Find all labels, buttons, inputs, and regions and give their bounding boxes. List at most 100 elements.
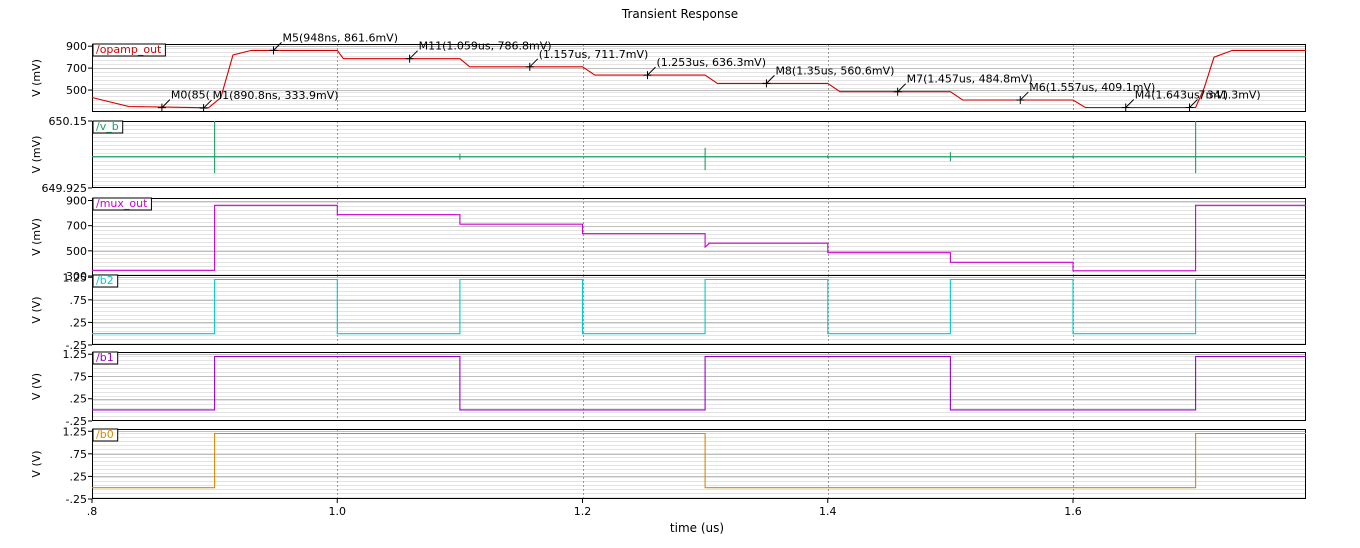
marker-leader: [1125, 99, 1135, 108]
y-tick-label: .25: [70, 316, 88, 329]
panel-b2: 1.25 .75 .25 -.25 V (V) /b2: [30, 271, 1306, 352]
signal-name-opamp-out: /opamp_out: [96, 43, 162, 56]
marker-label: M1(890.8ns, 333.9mV): [213, 89, 339, 102]
marker: M11(1.059us, 786.8mV): [405, 40, 552, 63]
marker: M8(1.35us, 560.6mV): [762, 64, 894, 88]
major-grid-b2: [92, 277, 1306, 323]
panel-mux-out: 900 700 500 300 V (mV) /mux_out: [30, 195, 1306, 283]
marker-leader: [1189, 99, 1198, 108]
marker-label: M6(1.557us, 409.1mV): [1029, 81, 1155, 94]
signal-name-mux-out: /mux_out: [96, 197, 148, 210]
y-tick-label: .25: [70, 393, 88, 406]
major-grid-opamp-out: [92, 46, 1306, 91]
plot-area-v-b: [92, 121, 1306, 188]
y-axis-label-b0: V (V): [30, 450, 43, 477]
y-tick-label: .75: [70, 370, 88, 383]
marker-label: M4(1.643us, 341.3mV): [1135, 89, 1261, 102]
marker-leader: [161, 99, 171, 108]
x-tick-label: 1.2: [574, 505, 592, 518]
marker: M4(1.643us, 341.3mV): [1121, 89, 1261, 112]
signal-tab-box: [92, 351, 119, 365]
major-grid-mux-out: [92, 201, 1306, 252]
x-tick-label: 1.4: [819, 505, 837, 518]
y-tick-label: .75: [70, 294, 88, 307]
y-tick-label: -.25: [66, 493, 87, 506]
y-tick-label: -.25: [66, 339, 87, 352]
minor-grid-mux-out: [92, 202, 1306, 275]
minor-grid-b2: [92, 279, 1306, 344]
panels: 900 700 500 V (mV) M0(85(M1(890.8ns, 333.9mV…: [30, 31, 1306, 506]
marker-leader: [203, 99, 212, 109]
marker: M7(1.457us, 484.8mV): [893, 73, 1033, 96]
signal-tab-box: [92, 120, 124, 134]
signal-name-b2: /b2: [96, 274, 114, 287]
marker: (1.157us, 711.7mV): [525, 48, 649, 71]
panel-frame-v-b: [92, 121, 1306, 188]
signal-tab-b2: /b2: [92, 274, 119, 288]
signal-name-b0: /b0: [96, 428, 114, 441]
y-tick-label: 1.25: [63, 425, 88, 438]
y-axis-label-mux-out: V (mV): [30, 218, 43, 256]
minor-grid-v-b: [92, 125, 1306, 186]
marker: M6(1.557us, 409.1mV): [1016, 81, 1155, 105]
series-line-b0: [92, 432, 1306, 489]
plot-area-b0: [92, 429, 1306, 499]
signal-name-v-b: /v_b: [96, 120, 119, 133]
y-tick-label: .75: [70, 448, 88, 461]
marker-leader: [1019, 91, 1029, 101]
marker-leader: [647, 66, 656, 76]
x-tick-label: .8: [87, 505, 98, 518]
marker-label: M7(1.457us, 484.8mV): [907, 73, 1033, 86]
x-tick-label: 1.0: [329, 505, 347, 518]
marker-leader: [409, 50, 418, 60]
signal-tab-b1: /b1: [92, 351, 119, 365]
plot-area-b2: [92, 275, 1306, 345]
marker-label: M11(1.059us, 786.8mV): [419, 40, 552, 53]
marker-leader: [529, 58, 539, 68]
y-tick-label: 700: [66, 220, 87, 233]
marker-label: M8(1.35us, 560.6mV): [775, 64, 894, 77]
vertical-grid-v-b: [337, 121, 1074, 188]
y-tick-label: 700: [66, 62, 87, 75]
y-tick-label: 649.925: [42, 182, 88, 195]
panel-frame-b1: [92, 352, 1306, 421]
panel-frame-b2: [92, 275, 1306, 345]
y-tick-label: 300: [66, 270, 87, 283]
y-axis-label-b1: V (V): [30, 373, 43, 400]
signal-tab-mux-out: /mux_out: [92, 197, 152, 211]
signal-tab-opamp-out: /opamp_out: [92, 43, 166, 57]
marker-label: (1.157us, 711.7mV): [539, 48, 649, 61]
y-axis-label-b2: V (V): [30, 296, 43, 323]
y-tick-label: .25: [70, 470, 88, 483]
y-axis-label-v-b: V (mV): [30, 136, 43, 174]
y-tick-label: 1.25: [63, 348, 88, 361]
marker: 7mV): [1185, 89, 1228, 112]
major-grid-b0: [92, 431, 1306, 477]
marker-leader: [273, 42, 282, 51]
y-axis-label-opamp-out: V (mV): [30, 59, 43, 97]
marker-label: (1.253us, 636.3mV): [656, 56, 766, 69]
marker-label: M5(948ns, 861.6mV): [282, 31, 398, 44]
x-tick-label: 1.6: [1064, 505, 1082, 518]
panel-b0: 1.25 .75 .25 -.25 V (V) /b0: [30, 425, 1306, 506]
marker: M5(948ns, 861.6mV): [269, 31, 398, 55]
minor-grid-opamp-out: [92, 48, 1306, 109]
signal-tab-box: [92, 197, 152, 211]
series-line-b1: [92, 355, 1306, 411]
marker-leader: [766, 75, 775, 84]
signal-name-b1: /b1: [96, 351, 114, 364]
marker: (1.253us, 636.3mV): [643, 56, 766, 80]
y-tick-label: 900: [66, 195, 87, 208]
plot-area-b1: [92, 352, 1306, 421]
panel-frame-b0: [92, 429, 1306, 499]
signal-tab-box: [92, 428, 119, 442]
signal-tab-v-b: /v_b: [92, 120, 124, 134]
y-tick-label: -.25: [66, 415, 87, 428]
marker-label: M0(85(: [171, 89, 210, 102]
x-axis-label: time (us): [670, 521, 724, 535]
panel-b1: 1.25 .75 .25 -.25 V (V) /b1: [30, 348, 1306, 428]
signal-tab-b0: /b0: [92, 428, 119, 442]
chart-title: Transient Response: [621, 7, 738, 21]
marker: M0(85(: [157, 89, 210, 112]
y-tick-label: 1.25: [63, 271, 88, 284]
